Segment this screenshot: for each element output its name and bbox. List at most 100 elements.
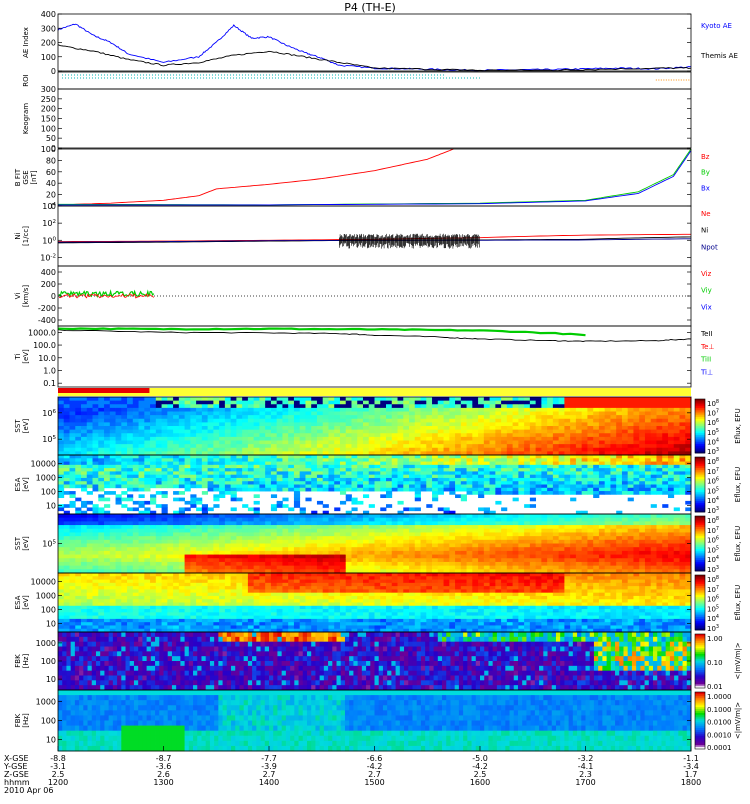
spectrogram-cell (190, 433, 196, 437)
spectrogram-cell (242, 478, 248, 482)
spectrogram-cell (484, 540, 490, 544)
spectrogram-cell (438, 540, 444, 544)
spectrogram-cell (70, 547, 76, 551)
spectrogram-cell (622, 441, 628, 445)
spectrogram-cell (173, 404, 179, 408)
spectrogram-cell (202, 481, 208, 485)
spectrogram-cell (87, 419, 93, 423)
spectrogram-cell (679, 521, 685, 525)
spectrogram-cell (398, 404, 404, 408)
spectrogram-cell (64, 529, 70, 533)
spectrogram-cell (369, 555, 375, 559)
spectrogram-cell (190, 532, 196, 536)
spectrogram-cell (478, 471, 484, 475)
spectrogram-cell (582, 437, 588, 441)
spectrogram-cell (351, 408, 357, 412)
spectrogram-cell (685, 455, 691, 459)
spectrogram-cell (679, 478, 685, 482)
spectrogram-cell (490, 426, 496, 430)
spectrogram-cell (167, 471, 173, 475)
spectrogram-cell (248, 536, 254, 540)
spectrogram-cell (190, 485, 196, 489)
spectrogram-cell (300, 566, 306, 570)
spectrogram-cell (351, 471, 357, 475)
spectrogram-cell (645, 558, 651, 562)
spectrogram-cell (162, 468, 168, 472)
spectrogram-cell (455, 475, 461, 479)
spectrogram-cell (104, 485, 110, 489)
spectrogram-cell (64, 551, 70, 555)
spectrogram-cell (409, 547, 415, 551)
spectrogram-cell (409, 481, 415, 485)
spectrogram-cell (633, 441, 639, 445)
spectrogram-cell (259, 518, 265, 522)
spectrogram-cell (81, 430, 87, 434)
spectrogram-cell (559, 529, 565, 533)
spectrogram-cell (58, 566, 64, 570)
spectrogram-cell (484, 551, 490, 555)
spectrogram-cell (271, 521, 277, 525)
spectrogram-cell (98, 481, 104, 485)
spectrogram-cell (593, 551, 599, 555)
spectrogram-cell (616, 437, 622, 441)
spectrogram-cell (541, 514, 547, 518)
spectrogram-cell (208, 555, 214, 559)
spectrogram-cell (524, 426, 530, 430)
spectrogram-cell (231, 412, 237, 416)
spectrogram-sst_e (58, 397, 691, 455)
spectrogram-cell (455, 562, 461, 566)
spectrogram-cell (541, 422, 547, 426)
spectrogram-cell (150, 558, 156, 562)
spectrogram-cell (426, 441, 432, 445)
spectrogram-cell (121, 430, 127, 434)
spectrogram-cell (685, 518, 691, 522)
spectrogram-cell (576, 422, 582, 426)
spectrogram-cell (179, 458, 185, 462)
spectrogram-cell (674, 551, 680, 555)
spectrogram-cell (415, 458, 421, 462)
spectrogram-cell (490, 444, 496, 448)
spectrogram-cell (369, 478, 375, 482)
spectrogram-cell (282, 485, 288, 489)
spectrogram-cell (398, 532, 404, 536)
spectrogram-cell (369, 525, 375, 529)
spectrogram-cell (662, 504, 668, 508)
spectrogram-cell (294, 415, 300, 419)
spectrogram-cell (685, 419, 691, 423)
spectrogram-cell (392, 468, 398, 472)
spectrogram-cell (167, 481, 173, 485)
spectrogram-cell (231, 455, 237, 459)
spectrogram-cell (513, 514, 519, 518)
spectrogram-cell (116, 465, 122, 469)
spectrogram-cell (271, 488, 277, 492)
spectrogram-cell (576, 555, 582, 559)
spectrogram-cell (127, 521, 133, 525)
spectrogram-cell (236, 401, 242, 405)
spectrogram-cell (156, 551, 162, 555)
spectrogram-cell (610, 544, 616, 548)
spectrogram-cell (351, 514, 357, 518)
spectrogram-cell (162, 558, 168, 562)
spectrogram-cell (93, 465, 99, 469)
spectrogram-cell (610, 521, 616, 525)
spectrogram-cell (110, 433, 116, 437)
spectrogram-cell (300, 488, 306, 492)
spectrogram-cell (599, 455, 605, 459)
spectrogram-cell (668, 448, 674, 452)
spectrogram-cell (311, 437, 317, 441)
spectrogram-cell (351, 488, 357, 492)
spectrogram-cell (518, 488, 524, 492)
spectrogram-cell (674, 562, 680, 566)
spectrogram-cell (231, 468, 237, 472)
spectrogram-cell (294, 441, 300, 445)
spectrogram-cell (587, 455, 593, 459)
spectrogram-cell (524, 529, 530, 533)
spectrogram-cell (64, 458, 70, 462)
spectrogram-cell (501, 529, 507, 533)
spectrogram-cell (530, 544, 536, 548)
spectrogram-cell (495, 404, 501, 408)
spectrogram-cell (444, 441, 450, 445)
spectrogram-cell (294, 540, 300, 544)
spectrogram-cell (438, 426, 444, 430)
spectrogram-cell (559, 408, 565, 412)
